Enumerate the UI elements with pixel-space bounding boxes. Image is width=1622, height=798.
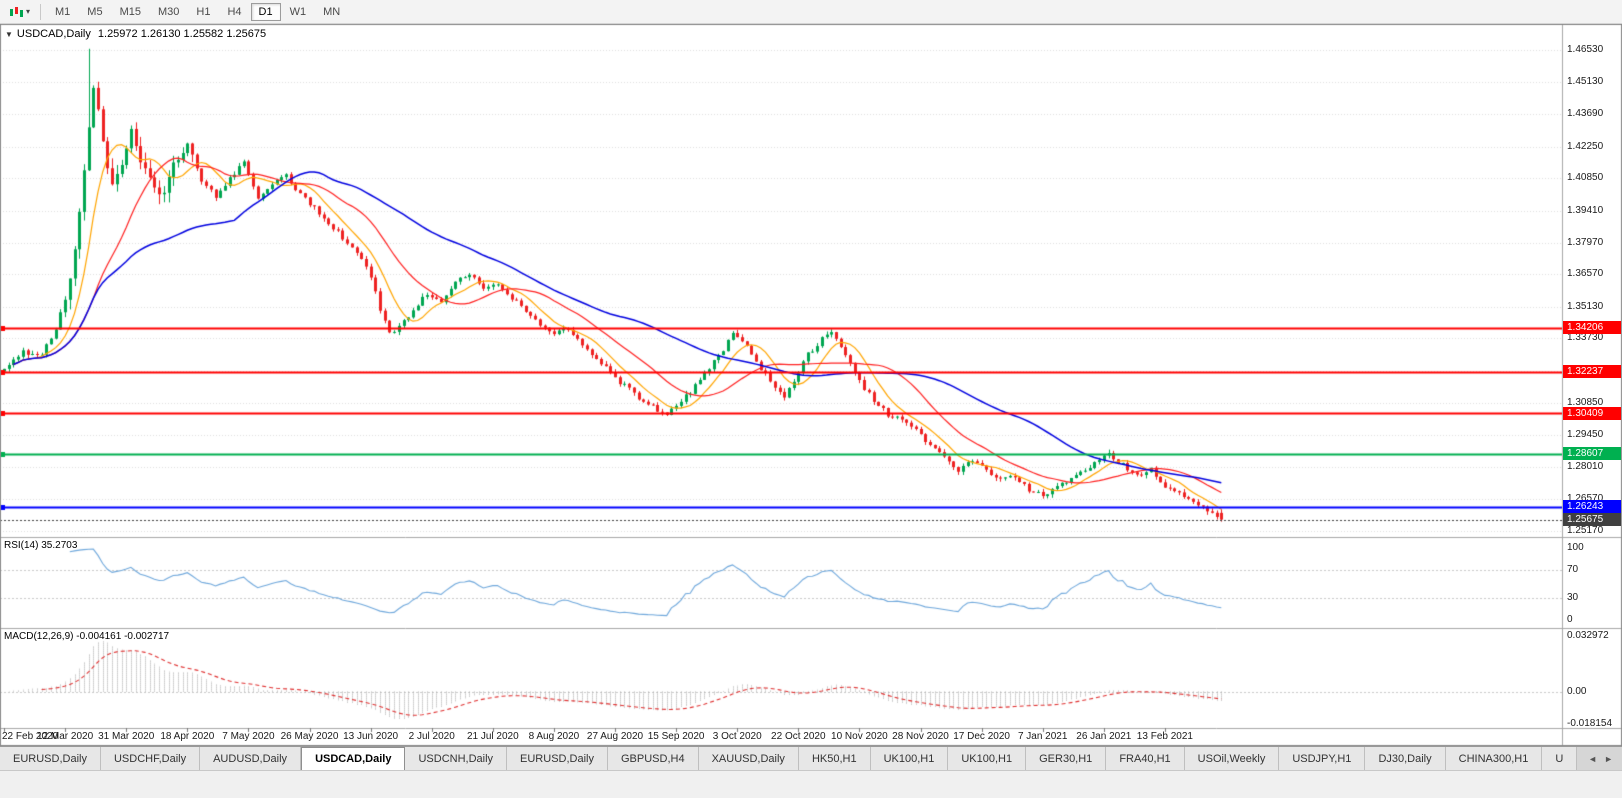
rsi-scale-label: 70 (1567, 563, 1579, 575)
chart-title: ▼ USDCAD,Daily 1.25972 1.26130 1.25582 1.2… (5, 28, 266, 40)
price-level-tag-1-28607: 1.28607 (1563, 447, 1621, 461)
chart-tab-xauusd-daily[interactable]: XAUUSD,Daily (698, 747, 799, 770)
chart-tab-dj30-daily[interactable]: DJ30,Daily (1365, 747, 1446, 770)
timeframe-button-h1[interactable]: H1 (188, 3, 218, 21)
chart-tab-usdcad-daily[interactable]: USDCAD,Daily (301, 747, 406, 770)
rsi-scale-label: 30 (1567, 592, 1579, 604)
tab-scroll-right-icon[interactable]: ► (1604, 753, 1613, 764)
dropdown-caret-icon: ▾ (26, 7, 31, 16)
macd-scale-label: -0.018154 (1567, 718, 1613, 730)
chart-symbol-label: USDCAD,Daily (16, 28, 91, 40)
chart-tab-bar: EURUSD,Daily USDCHF,Daily AUDUSD,Daily USDC… (0, 746, 1622, 770)
rsi-scale-label: 100 (1567, 542, 1584, 553)
date-axis-label: 10 Nov 2020 (831, 731, 888, 742)
chart-tab-ger30-h1[interactable]: GER30,H1 (1026, 747, 1107, 770)
price-axis-label: 1.40850 (1567, 172, 1604, 184)
date-axis-label: 8 Aug 2020 (528, 731, 580, 742)
timeframe-button-m15[interactable]: M15 (112, 3, 149, 21)
timeframe-button-h4[interactable]: H4 (219, 3, 249, 21)
date-axis-label: 15 Sep 2020 (647, 731, 705, 742)
chart-tab-usdchf-daily[interactable]: USDCHF,Daily (100, 747, 201, 770)
timeframe-buttons: M1 M5 M15 M30 H1 H4 D1 W1 MN (47, 2, 348, 21)
macd-scale-label: 0.00 (1567, 685, 1587, 697)
price-axis-label: 1.46530 (1567, 44, 1604, 56)
timeframe-button-w1[interactable]: W1 (282, 3, 315, 21)
chart-tab-audusd-daily[interactable]: AUDUSD,Daily (200, 747, 302, 770)
chart-type-dropdown[interactable]: ▾ (4, 3, 34, 21)
price-axis-label: 1.43690 (1567, 108, 1604, 120)
chart-tab-hk50-h1[interactable]: HK50,H1 (798, 747, 871, 770)
timeframe-button-d1[interactable]: D1 (250, 2, 281, 21)
price-axis-label: 1.37970 (1567, 236, 1604, 248)
date-axis-label: 26 May 2020 (280, 731, 339, 742)
price-level-tag-1-26243: 1.26243 (1563, 500, 1621, 514)
chart-tab-china300-h1[interactable]: CHINA300,H1 (1445, 747, 1543, 770)
rsi-scale-label: 0 (1567, 614, 1573, 625)
date-axis-label: 27 Aug 2020 (586, 731, 644, 742)
chart-tab-eurusd-daily[interactable]: EURUSD,Daily (507, 747, 608, 770)
macd-scale-label: 0.032972 (1567, 630, 1609, 641)
date-axis-label: 21 Jul 2020 (466, 731, 519, 742)
price-axis-label: 1.28010 (1567, 461, 1604, 473)
price-axis-label: 1.33730 (1567, 332, 1604, 344)
chart-ohlc-values: 1.25972 1.26130 1.25582 1.25675 (97, 28, 267, 40)
chart-tab-uk100-h1[interactable]: UK100,H1 (948, 747, 1027, 770)
price-axis-label: 1.30850 (1567, 397, 1604, 409)
price-axis-label: 1.39410 (1567, 204, 1604, 216)
timeframe-button-m1[interactable]: M1 (47, 3, 78, 21)
price-axis-label: 1.29450 (1567, 428, 1604, 440)
price-axis-label: 1.42250 (1567, 140, 1604, 152)
status-bar (0, 770, 1622, 798)
chart-collapse-icon[interactable]: ▼ (5, 30, 13, 39)
chart-tab-usdjpy-h1[interactable]: USDJPY,H1 (1279, 747, 1366, 770)
date-axis-label: 12 Mar 2020 (37, 731, 94, 742)
date-axis-label: 3 Oct 2020 (712, 731, 762, 742)
date-axis-label: 13 Feb 2021 (1136, 731, 1193, 742)
price-level-tag-1-30409: 1.30409 (1563, 406, 1621, 420)
timeframe-button-m30[interactable]: M30 (150, 3, 187, 21)
chart-tab-usoil-weekly[interactable]: USOil,Weekly (1184, 747, 1280, 770)
price-level-tag-1-32237: 1.32237 (1563, 365, 1621, 379)
date-axis-label: 17 Dec 2020 (953, 731, 1010, 742)
price-axis-label: 1.36570 (1567, 268, 1604, 280)
date-axis-label: 13 Jun 2020 (343, 731, 399, 742)
date-axis-label: 28 Nov 2020 (892, 731, 949, 742)
chart-window: ▼ USDCAD,Daily 1.25972 1.26130 1.25582 1.2… (0, 24, 1622, 746)
date-axis-label: 31 Mar 2020 (98, 731, 155, 742)
rsi-indicator-label: RSI(14) 35.2703 (4, 540, 78, 551)
date-axis-label: 7 Jan 2021 (1017, 731, 1068, 742)
price-axis-label: 1.35130 (1567, 300, 1604, 312)
chart-tab-usdcnh-daily[interactable]: USDCNH,Daily (405, 747, 508, 770)
tab-scroll-left-icon[interactable]: ◄ (1588, 753, 1598, 764)
toolbar-separator (40, 3, 42, 20)
date-axis-label: 22 Feb 2020 (2, 731, 59, 742)
price-axis-label: 1.25170 (1567, 524, 1604, 536)
chart-canvas[interactable] (0, 24, 1622, 746)
date-axis-label: 22 Oct 2020 (771, 731, 826, 742)
timeframe-button-m5[interactable]: M5 (79, 3, 110, 21)
timeframe-toolbar: ▾ M1 M5 M15 M30 H1 H4 D1 W1 MN (0, 0, 1622, 24)
tab-scroll-buttons: ◄ ► (1579, 747, 1622, 770)
macd-indicator-label: MACD(12,26,9) -0.004161 -0.002717 (4, 631, 170, 642)
date-axis-label: 7 May 2020 (222, 731, 275, 742)
date-axis-label: 26 Jan 2021 (1076, 731, 1132, 742)
chart-tab-u[interactable]: U (1542, 747, 1578, 770)
price-level-tag-1-34206: 1.34206 (1563, 321, 1621, 335)
price-axis-label: 1.45130 (1567, 75, 1604, 87)
chart-tab-gbpusd-h4[interactable]: GBPUSD,H4 (608, 747, 699, 770)
price-level-tag-1-25675: 1.25675 (1563, 513, 1621, 527)
price-axis-label: 1.26570 (1567, 493, 1604, 505)
date-axis-label: 2 Jul 2020 (408, 731, 455, 742)
date-axis-label: 18 Apr 2020 (160, 731, 215, 742)
timeframe-button-mn[interactable]: MN (315, 3, 348, 21)
candlestick-chart-icon (10, 6, 23, 17)
chart-tab-eurusd-daily[interactable]: EURUSD,Daily (0, 747, 101, 770)
chart-tab-fra40-h1[interactable]: FRA40,H1 (1106, 747, 1185, 770)
chart-tab-uk100-h1[interactable]: UK100,H1 (870, 747, 949, 770)
